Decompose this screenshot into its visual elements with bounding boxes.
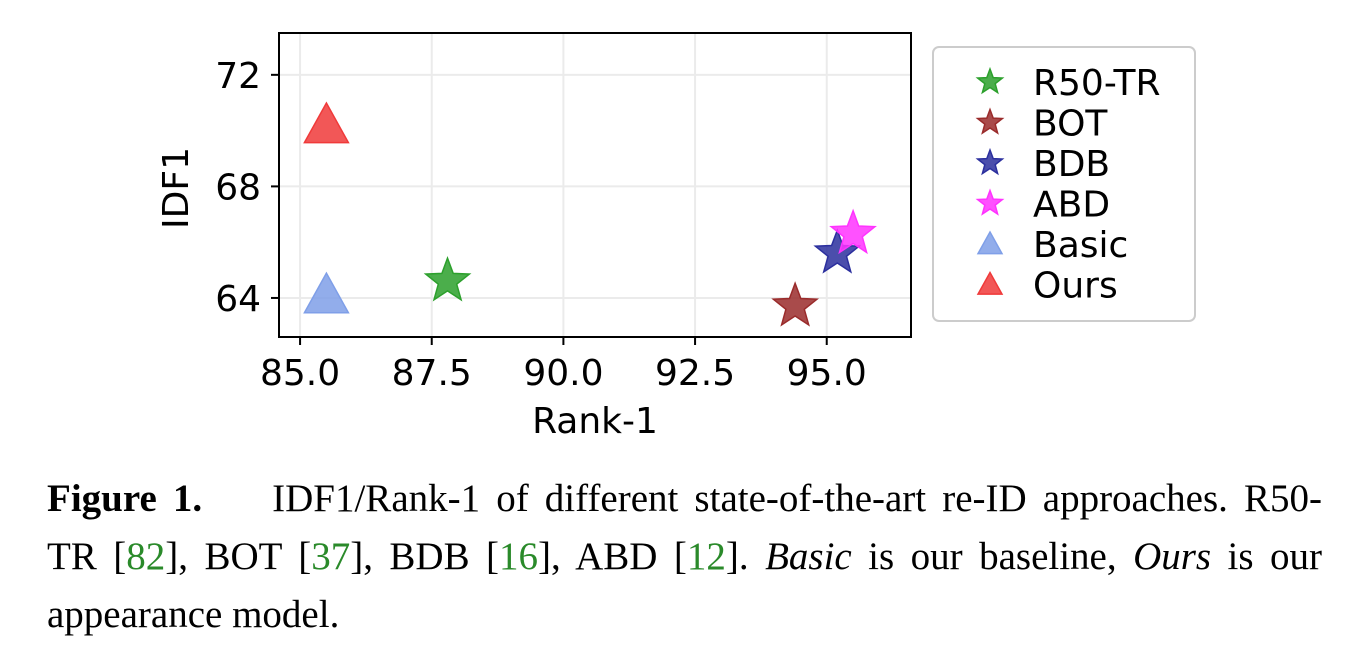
caption-text: is our appearance model. [47,535,1323,636]
grid [279,33,911,337]
y-tick-label: 64 [215,279,261,320]
legend-marker-r50-tr [975,66,1005,95]
caption-emphasis: Basic [765,535,852,578]
caption-emphasis: Ours [1133,535,1212,578]
caption-reference-link[interactable]: 16 [499,535,539,578]
caption-text: ], BOT [ [165,535,312,578]
x-tick-label: 85.0 [260,353,340,394]
figure-caption: Figure 1. IDF1/Rank-1 of different state-… [47,470,1322,644]
caption-text: ], BDB [ [350,535,500,578]
y-axis-title: IDF1 [156,147,197,229]
legend-label: R50-TR [1033,63,1161,104]
caption-figure-label: Figure 1. [47,477,203,520]
caption-text: IDF1/Rank-1 of different state-of-the-ar… [47,477,1323,578]
legend-marker-bot [975,107,1005,135]
x-axis-title: Rank-1 [532,401,658,442]
scatter-chart: 85.0 87.5 90.0 92.5 95.0 64 68 72 Rank-1 IDF1 R… [156,32,1196,442]
data-point-bdb [813,228,862,274]
legend-label: Ours [1033,266,1118,307]
legend-marker-abd [975,188,1005,216]
axis-ticks: 85.0 87.5 90.0 92.5 95.0 64 68 72 [215,56,867,394]
data-point-r50-tr [423,256,472,302]
caption-text: ], ABD [ [538,535,687,578]
legend-marker-basic [976,230,1004,255]
data-point-abd [829,208,877,255]
data-point-ours [303,101,350,144]
x-tick-label: 95.0 [787,353,867,394]
caption-reference-link[interactable]: 37 [311,535,351,578]
legend-label: Basic [1033,225,1128,266]
x-tick-label: 92.5 [655,353,735,394]
data-point-bot [771,281,820,327]
legend-label: BDB [1033,144,1110,185]
legend-marker-ours [976,270,1004,295]
caption-reference-link[interactable]: 12 [686,535,726,578]
caption-text: ]. [725,535,766,578]
x-tick-label: 87.5 [392,353,472,394]
legend-label: BOT [1033,104,1108,145]
data-points [303,101,877,327]
caption-reference-link[interactable]: 82 [126,535,166,578]
x-tick-label: 90.0 [523,353,603,394]
legend-marker-bdb [975,147,1005,176]
plot-area-frame [278,32,912,338]
data-point-basic [303,271,350,314]
caption-text: is our baseline, [851,535,1134,578]
y-tick-label: 72 [215,56,261,97]
y-tick-label: 68 [215,167,261,208]
legend-label: ABD [1033,185,1110,226]
